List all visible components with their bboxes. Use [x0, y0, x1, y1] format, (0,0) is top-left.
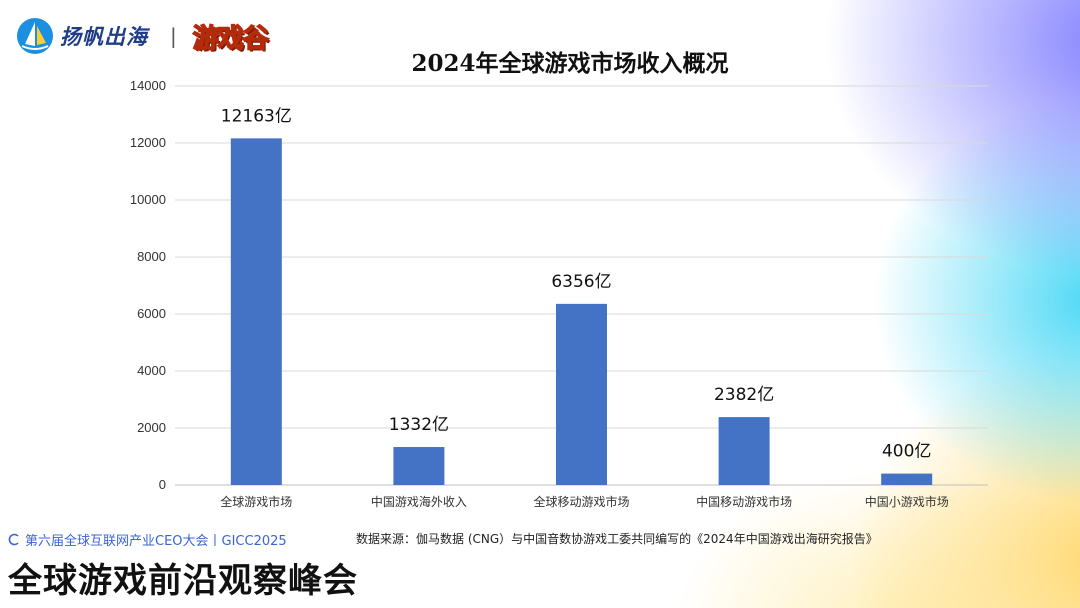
- x-tick-label: 全球游戏市场: [220, 494, 292, 509]
- bar: [556, 303, 607, 485]
- header: 扬帆出海 | 游戏谷: [16, 14, 270, 58]
- header-divider: |: [170, 24, 177, 48]
- x-tick-label: 中国游戏海外收入: [371, 494, 467, 509]
- summit-c-icon: [8, 533, 19, 546]
- source-note: 数据来源：伽马数据 (CNG）与中国音数协游戏工委共同编写的《2024年中国游戏…: [356, 532, 878, 546]
- y-tick-label: 10000: [130, 192, 166, 207]
- bar: [718, 417, 770, 485]
- summit-title: 全球游戏前沿观察峰会: [8, 561, 358, 601]
- data-label: 12163亿: [221, 106, 292, 126]
- data-label: 400亿: [882, 442, 931, 462]
- y-tick-label: 6000: [137, 306, 166, 321]
- brand-sail-icon: [17, 18, 53, 54]
- y-tick-label: 0: [159, 477, 166, 492]
- x-tick-label: 中国小游戏市场: [865, 494, 949, 509]
- game-logo: 游戏谷: [192, 23, 270, 55]
- bar: [393, 447, 445, 485]
- summit-caption: 第六届全球互联网产业CEO大会丨GICC2025: [8, 530, 287, 549]
- brand-logo: 扬帆出海: [16, 17, 148, 55]
- y-tick-label: 4000: [137, 363, 166, 378]
- y-tick-label: 14000: [130, 78, 166, 93]
- summit-text: 第六届全球互联网产业CEO大会丨GICC2025: [25, 534, 287, 549]
- brand-name: 扬帆出海: [60, 25, 148, 49]
- bar: [881, 473, 933, 485]
- bar-chart: 0 2000 4000 6000 8000 10000 12000 14000 12163亿全球…: [130, 78, 988, 509]
- y-tick-label: 2000: [137, 420, 166, 435]
- bar: [230, 138, 282, 486]
- y-tick-label: 12000: [130, 135, 166, 150]
- y-tick-label: 8000: [137, 249, 166, 264]
- data-label: 6356亿: [551, 272, 611, 292]
- data-label: 1332亿: [389, 415, 449, 435]
- x-tick-label: 中国移动游戏市场: [696, 494, 792, 509]
- data-label: 2382亿: [714, 385, 774, 405]
- chart-title: 2024年全球游戏市场收入概况: [411, 50, 729, 77]
- x-tick-label: 全球移动游戏市场: [533, 494, 629, 509]
